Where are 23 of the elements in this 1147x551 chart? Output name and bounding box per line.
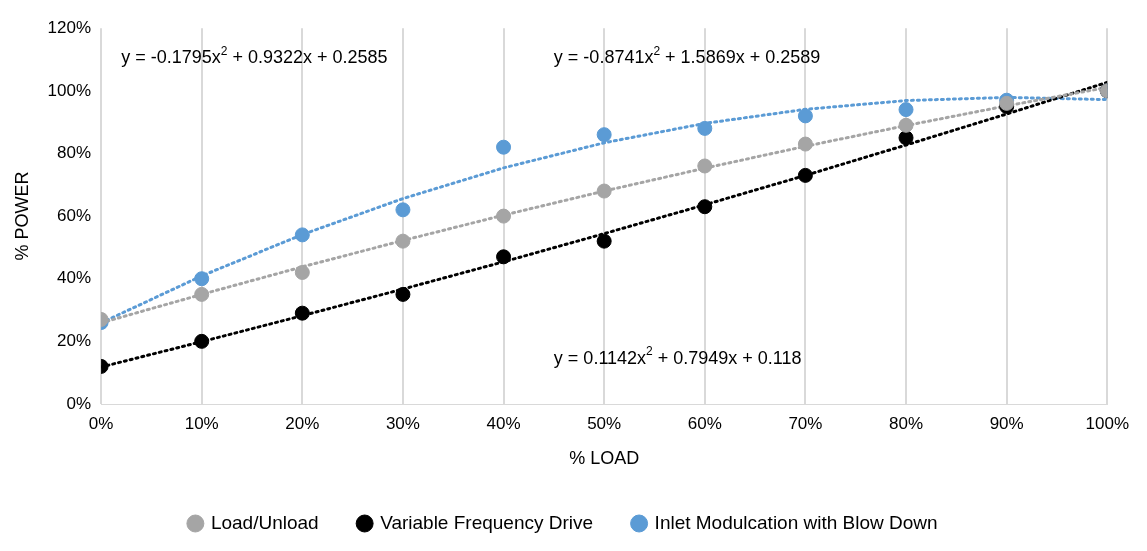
x-tick-label: 70% [788,413,823,433]
legend-label: Load/Unload [210,511,319,533]
y-axis-title: % POWER [11,171,32,261]
x-tick-label: 0% [88,413,114,433]
y-tick-label: 40% [57,268,92,288]
x-tick-label: 90% [989,413,1024,433]
y-tick-label: 0% [66,393,92,413]
x-tick-label: 100% [1085,413,1129,433]
y-tick-label: 120% [47,17,92,37]
x-axis-title: % LOAD [569,448,640,469]
x-tick-label: 80% [889,413,924,433]
x-tick-label: 20% [285,413,320,433]
y-tick-label: 20% [57,331,92,351]
x-tick-label: 30% [385,413,420,433]
x-tick-label: 60% [687,413,722,433]
x-tick-label: 50% [587,413,622,433]
y-tick-label: 80% [57,143,92,163]
y-tick-label: 60% [57,205,92,225]
legend-label: Variable Frequency Drive [380,511,594,533]
y-tick-label: 100% [47,80,92,100]
legend-label: Inlet Modulcation with Blow Down [654,511,938,533]
x-tick-label: 40% [486,413,521,433]
x-tick-label: 10% [184,413,219,433]
